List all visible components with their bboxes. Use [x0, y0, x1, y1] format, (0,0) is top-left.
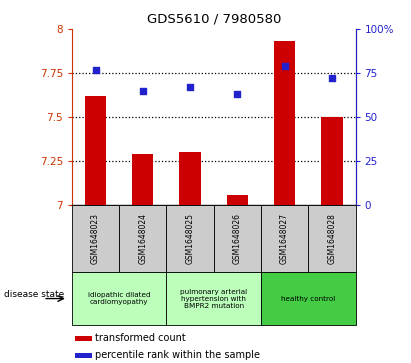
Bar — [132, 154, 153, 205]
Point — [281, 63, 288, 69]
Text: healthy control: healthy control — [281, 295, 335, 302]
Bar — [261, 272, 356, 325]
Bar — [180, 152, 201, 205]
Point — [92, 67, 99, 73]
Bar — [119, 205, 166, 272]
Bar — [321, 117, 342, 205]
Text: GSM1648025: GSM1648025 — [186, 213, 194, 264]
Point — [234, 91, 241, 97]
Text: percentile rank within the sample: percentile rank within the sample — [95, 350, 260, 360]
Bar — [308, 205, 356, 272]
Bar — [261, 205, 308, 272]
Bar — [166, 205, 214, 272]
Text: idiopathic dilated
cardiomyopathy: idiopathic dilated cardiomyopathy — [88, 292, 150, 305]
Title: GDS5610 / 7980580: GDS5610 / 7980580 — [147, 12, 281, 25]
Text: GSM1648023: GSM1648023 — [91, 213, 100, 264]
Text: disease state: disease state — [4, 290, 65, 299]
Bar — [72, 272, 166, 325]
Text: GSM1648028: GSM1648028 — [328, 213, 336, 264]
Text: pulmonary arterial
hypertension with
BMPR2 mutation: pulmonary arterial hypertension with BMP… — [180, 289, 247, 309]
Point — [187, 84, 193, 90]
Text: GSM1648024: GSM1648024 — [139, 213, 147, 264]
Bar — [75, 353, 92, 358]
Bar — [274, 41, 295, 205]
Bar — [166, 272, 261, 325]
Bar — [85, 96, 106, 205]
Bar — [75, 336, 92, 340]
Text: GSM1648026: GSM1648026 — [233, 213, 242, 264]
Bar — [72, 205, 119, 272]
Bar — [214, 205, 261, 272]
Point — [139, 88, 146, 94]
Point — [328, 76, 335, 81]
Text: transformed count: transformed count — [95, 333, 186, 343]
Text: GSM1648027: GSM1648027 — [280, 213, 289, 264]
Bar — [227, 195, 248, 205]
